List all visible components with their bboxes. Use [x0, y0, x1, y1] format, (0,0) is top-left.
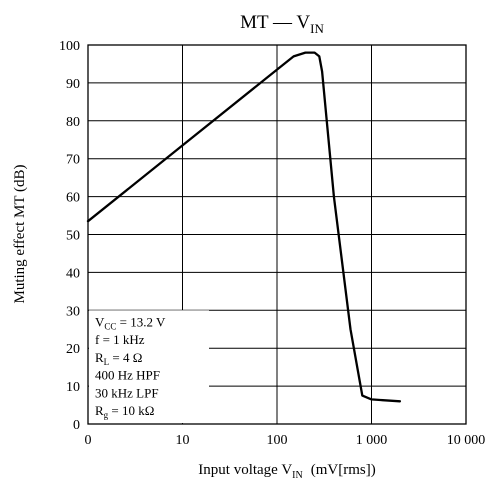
x-axis-title: Input voltage VIN (mV[rms]) — [198, 462, 375, 481]
x-tick-label: 10 — [176, 433, 190, 448]
y-tick-label: 0 — [73, 418, 80, 433]
y-tick-label: 80 — [66, 115, 80, 130]
y-tick-label: 10 — [66, 380, 80, 395]
y-tick-label: 20 — [66, 342, 80, 357]
x-axis-title-main: Input voltage V — [198, 462, 292, 478]
plot-area: 0 10 20 30 40 50 60 70 80 90 100 0 10 100 1 000 10 000 V… — [59, 39, 485, 448]
x-tick-label: 100 — [267, 433, 288, 448]
y-tick-label: 40 — [66, 266, 80, 281]
annotation-line: VCC = 13.2 V — [95, 314, 166, 331]
y-axis-title: Muting effect MT (dB) — [12, 164, 28, 303]
x-tick-label: 0 — [85, 433, 92, 448]
y-tick-label: 50 — [66, 229, 80, 244]
annotation-box — [89, 310, 209, 423]
annotation-line: f = 1 kHz — [95, 332, 145, 347]
x-tick-label: 10 000 — [447, 433, 486, 448]
chart-title-sub: IN — [310, 21, 324, 36]
y-tick-label: 100 — [59, 39, 80, 54]
annotation-line: 400 Hz HPF — [95, 368, 160, 383]
y-tick-label: 30 — [66, 304, 80, 319]
annotation-line: 30 kHz LPF — [95, 385, 159, 400]
chart-title-main: MT — V — [240, 12, 310, 33]
x-axis-title-unit: (mV[rms]) — [311, 462, 376, 478]
annotation-line: RL = 4 Ω — [95, 350, 142, 367]
y-tick-label: 70 — [66, 153, 80, 168]
chart-title: MT — VIN — [240, 12, 324, 36]
series-line — [86, 51, 402, 403]
plot-frame — [87, 44, 467, 425]
y-tick-label: 60 — [66, 191, 80, 206]
y-tick-label: 90 — [66, 77, 80, 92]
x-axis-title-sub: IN — [292, 470, 303, 481]
x-tick-label: 1 000 — [356, 433, 388, 448]
annotation-line: Rg = 10 kΩ — [95, 403, 154, 420]
